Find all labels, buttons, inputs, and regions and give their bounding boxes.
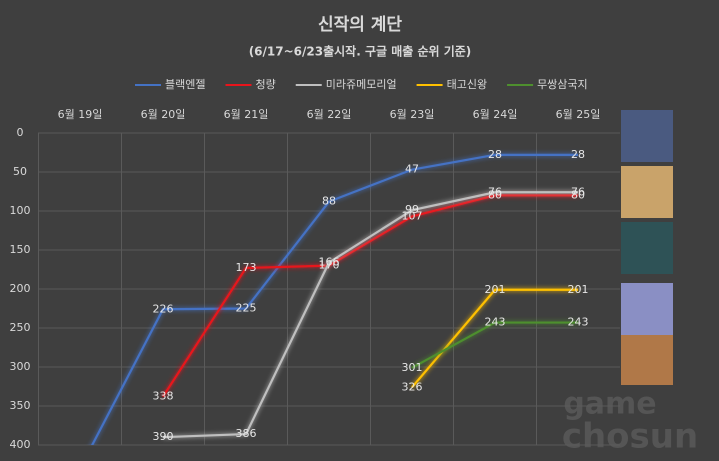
data-label: 201 (568, 283, 589, 296)
game-icons (621, 110, 673, 385)
y-tick-label: 200 (10, 282, 31, 295)
y-tick-label: 350 (10, 399, 31, 412)
data-label: 226 (153, 302, 174, 315)
data-label: 166 (319, 255, 340, 268)
data-label: 225 (236, 302, 257, 315)
data-label: 76 (488, 185, 502, 198)
data-label: 28 (488, 148, 502, 161)
data-label: 47 (405, 163, 419, 176)
data-label: 28 (571, 148, 585, 161)
data-label: 386 (236, 427, 257, 440)
chart-title: 신작의 계단 (318, 15, 402, 35)
series-line (162, 194, 578, 398)
data-label: 99 (405, 203, 419, 216)
data-label: 80 (488, 188, 502, 201)
series-line (162, 191, 578, 439)
y-tick-label: 100 (10, 204, 31, 217)
series-line (90, 153, 578, 445)
x-tick-label: 6월 20일 (141, 107, 186, 121)
y-tick-label: 50 (13, 165, 27, 178)
legend-label: 무쌍삼국지 (537, 78, 588, 91)
data-label: 390 (153, 430, 174, 443)
data-label: 107 (402, 209, 423, 222)
icon (621, 335, 673, 385)
data-label: 301 (402, 361, 423, 374)
legend-label: 청량 (255, 78, 275, 91)
data-label: 88 (322, 195, 336, 208)
plot-area (90, 153, 578, 445)
data-label: 243 (485, 316, 506, 329)
data-label: 80 (571, 188, 585, 201)
x-tick-label: 6월 23일 (390, 107, 435, 121)
data-label: 338 (153, 390, 174, 403)
value-labels: 226 225 88 47 28 28 338 173 170 107 80 80 390 386 166 9… (153, 148, 589, 443)
icon (621, 166, 673, 218)
legend-label: 블랙엔젤 (165, 78, 205, 91)
data-label: 201 (485, 283, 506, 296)
x-tick-label: 6월 21일 (224, 107, 269, 121)
data-label: 173 (236, 261, 257, 274)
y-tick-label: 150 (10, 243, 31, 256)
legend-label: 미라쥬메모리얼 (326, 77, 397, 91)
x-tick-label: 6월 24일 (473, 107, 518, 121)
x-tick-label: 6월 25일 (556, 107, 601, 121)
y-tick-label: 0 (17, 126, 24, 139)
x-tick-label: 6월 22일 (307, 107, 352, 121)
data-label: 243 (568, 316, 589, 329)
icon (621, 283, 673, 335)
x-tick-label: 6월 19일 (58, 107, 103, 121)
y-tick-label: 400 (10, 438, 31, 451)
data-label: 170 (319, 259, 340, 272)
legend-label: 태고신왕 (447, 78, 487, 91)
watermark: chosun (562, 417, 698, 457)
watermark: game (563, 387, 656, 422)
series-line (411, 288, 578, 388)
data-label: 76 (571, 185, 585, 198)
data-label: 326 (402, 380, 423, 393)
icon (621, 110, 673, 162)
chart-subtitle: (6/17~6/23출시작. 구글 매출 순위 기준) (249, 44, 472, 59)
y-tick-label: 250 (10, 321, 31, 334)
y-tick-label: 300 (10, 360, 31, 373)
icon (621, 222, 673, 274)
series-line (411, 321, 578, 369)
